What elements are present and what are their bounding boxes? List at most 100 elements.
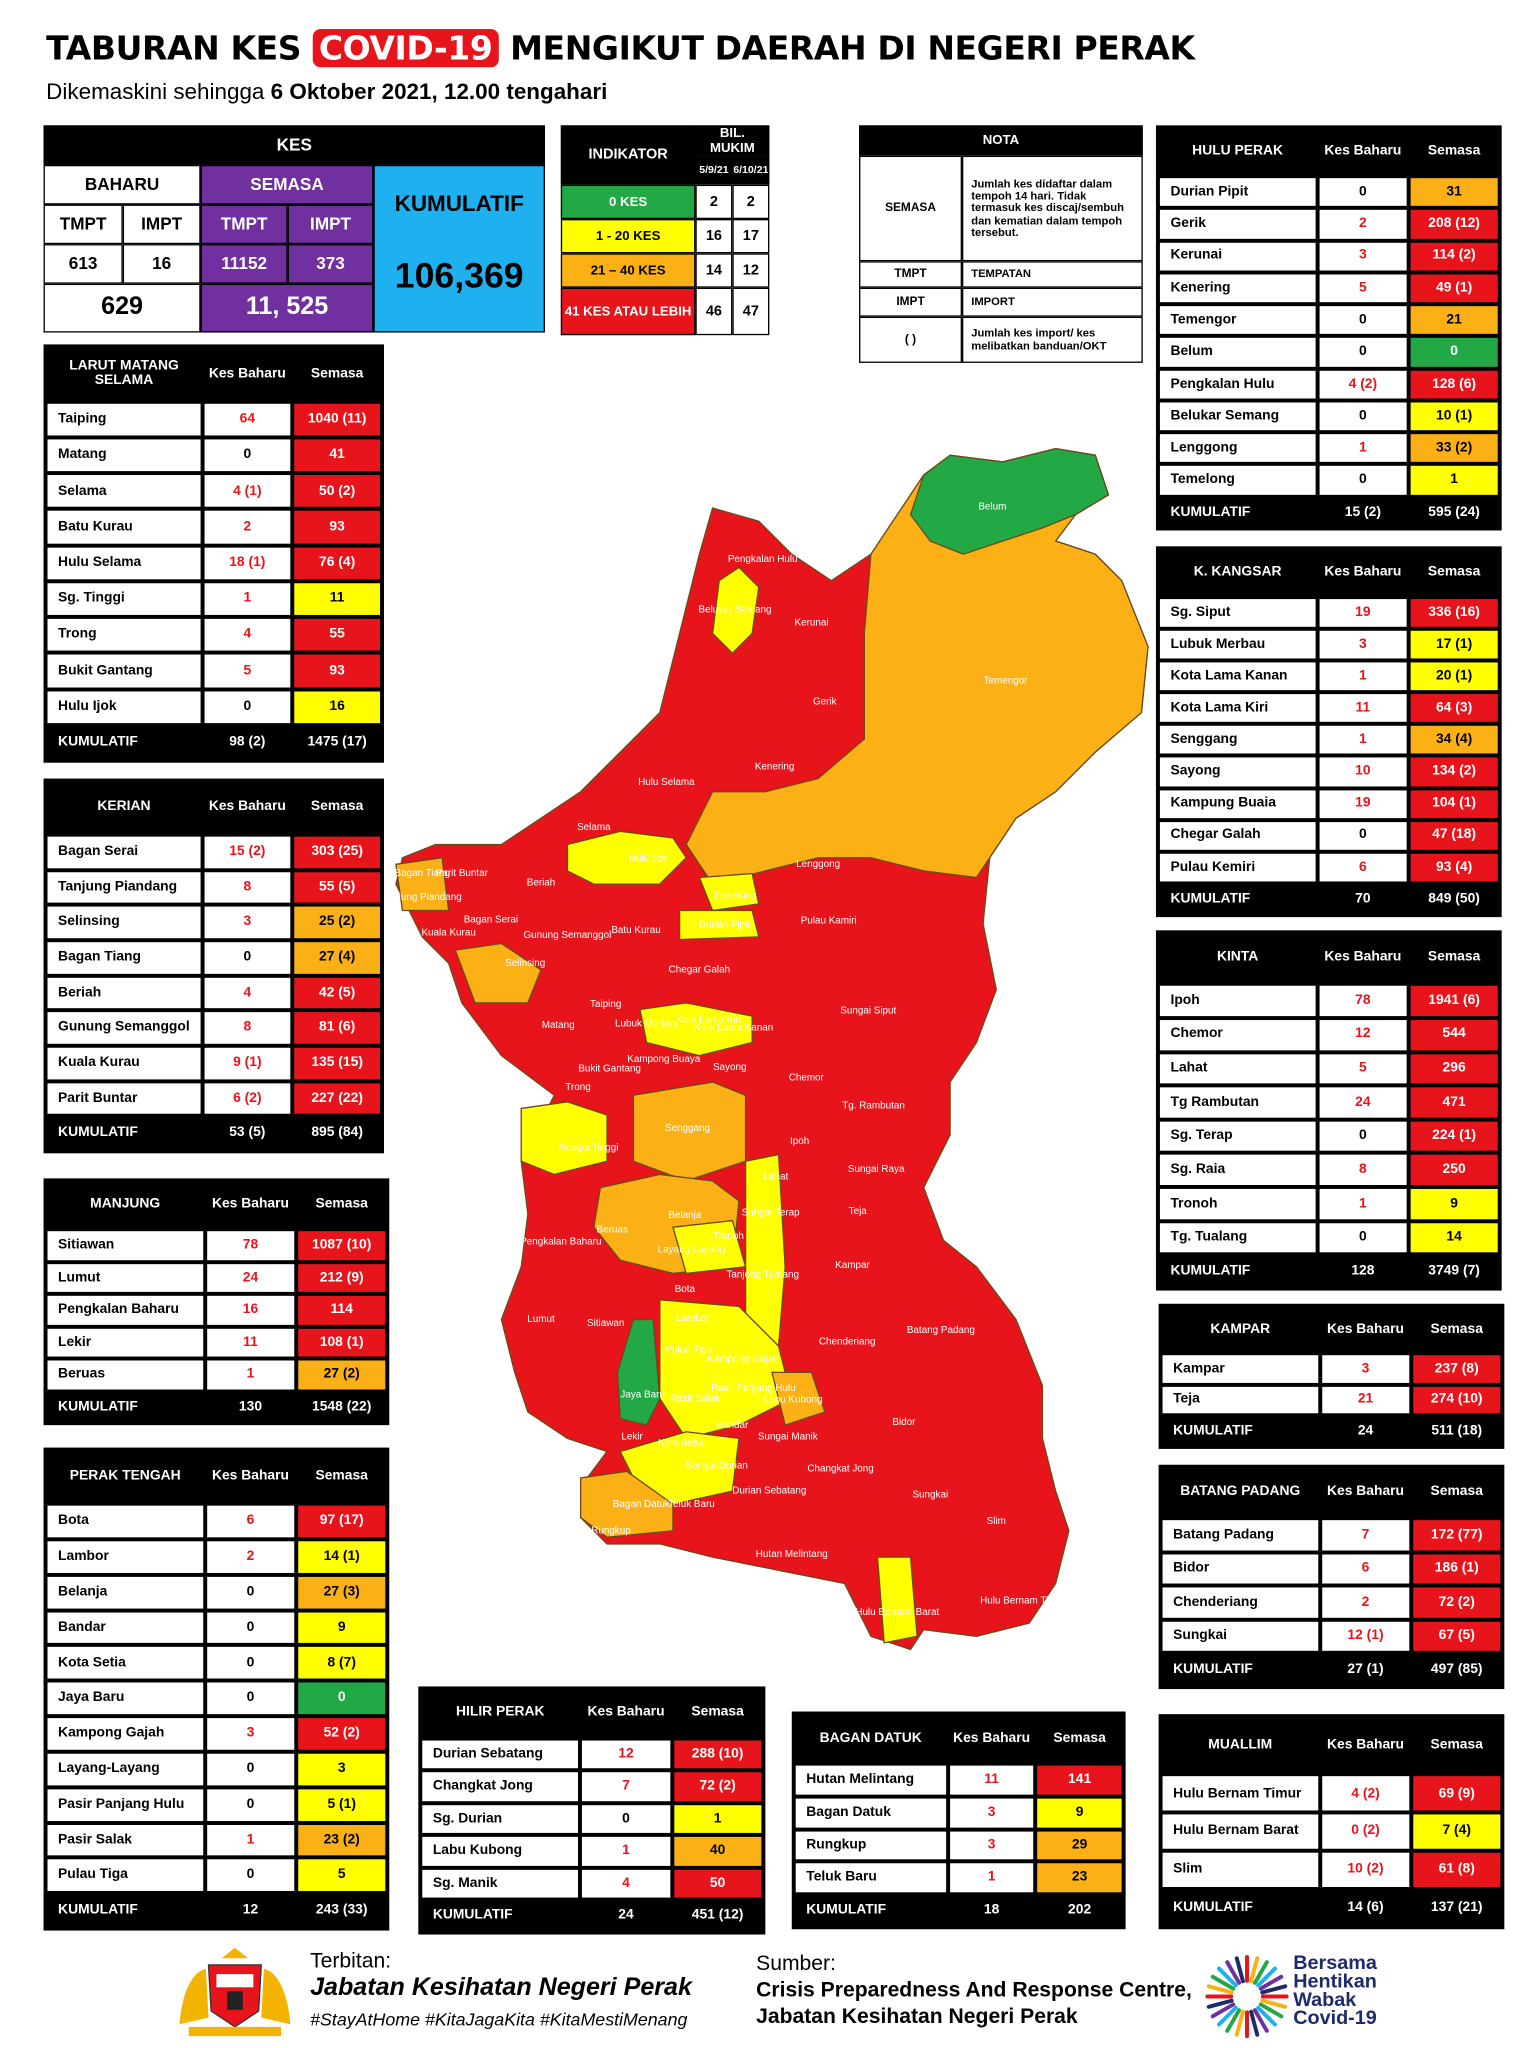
map-label: Teluk Baru (668, 1499, 715, 1510)
area-name: Pulau Kemiri (1159, 853, 1316, 882)
map-label: Tanjung Piandang (383, 892, 462, 903)
nota-header: NOTA (859, 125, 1143, 156)
area-name: Hulu Ijok (47, 690, 201, 723)
map-label: Kampong Gajah (707, 1354, 778, 1365)
active-cases: 227 (22) (294, 1082, 381, 1115)
footer-label: Terbitan: (310, 1950, 392, 1973)
new-cases: 1 (1319, 1189, 1407, 1219)
new-cases: 1 (1319, 434, 1407, 463)
map-label: Gerik (813, 697, 837, 708)
indicator-header: INDIKATOR (560, 125, 696, 185)
new-cases: 12 (1319, 1019, 1407, 1050)
district-title: LARUT MATANG SELAMA (47, 348, 201, 400)
area-name: Pengkalan Hulu (1159, 370, 1316, 399)
logo-ray (1258, 1974, 1284, 1991)
new-cases: 19 (1319, 789, 1407, 818)
logo-ray (1260, 1998, 1288, 2009)
map-label: Bidor (892, 1417, 916, 1428)
map-label: Durian Sebatang (732, 1486, 806, 1497)
new-cases: 0 (206, 1647, 295, 1679)
map-label: Hulu Bernam Barat (855, 1607, 939, 1618)
map-label: Pulau Tiga (665, 1345, 712, 1356)
active-cases: 1087 (10) (298, 1231, 386, 1260)
district-title: BATANG PADANG (1162, 1468, 1318, 1517)
district-table: MANJUNG Kes Baharu Semasa Sitiawan 78 1087 (1… (43, 1178, 390, 1426)
new-cases: 1 (1319, 662, 1407, 691)
district-table: KINTA Kes Baharu Semasa Ipoh 78 1941 (6) Chemo… (1155, 930, 1502, 1291)
kumulatif-value: 14 (6) (1321, 1891, 1410, 1926)
area-name: Tanjung Piandang (47, 871, 201, 903)
map-label: Kampar (835, 1260, 870, 1271)
column-header: Semasa (1037, 1715, 1122, 1762)
new-cases: 0 (204, 690, 291, 723)
map-label: Belukar Semang (699, 604, 772, 615)
area-name: Chegar Galah (1159, 821, 1316, 850)
active-cases: 114 (298, 1296, 386, 1325)
new-cases: 3 (949, 1830, 1034, 1860)
new-cases: 2 (1321, 1587, 1410, 1618)
new-cases: 64 (204, 403, 291, 436)
footer-source: Crisis Preparedness And Response Centre, (756, 1979, 1192, 2002)
area-name: Kenering (1159, 274, 1316, 303)
map-label: Jaya Baru (620, 1389, 664, 1400)
map-label: Kota Lama Kiri (676, 1015, 741, 1026)
column-header: Semasa (298, 1182, 386, 1228)
new-cases: 15 (2) (204, 836, 291, 868)
district-table: BAGAN DATUK Kes Baharu Semasa Hutan Melinta… (791, 1711, 1126, 1930)
new-cases: 0 (206, 1576, 295, 1609)
active-cases: 5 (1) (298, 1788, 386, 1821)
new-cases: 11 (949, 1765, 1034, 1795)
map-label: Kota Lama Kanan (694, 1023, 773, 1034)
area-name: Teja (1162, 1386, 1318, 1414)
new-cases: 0 (1319, 821, 1407, 850)
new-cases: 10 (1319, 757, 1407, 786)
new-cases: 10 (2) (1321, 1852, 1410, 1888)
area-name: Pasir Salak (47, 1824, 203, 1856)
active-cases: 34 (4) (1410, 726, 1498, 755)
map-label: Lumut (527, 1314, 555, 1325)
active-cases: 0 (298, 1682, 386, 1715)
area-name: Lambor (47, 1541, 203, 1573)
campaign-text: Bersama Hentikan Wabak Covid-19 (1293, 1951, 1377, 2028)
column-header: Kes Baharu (1319, 934, 1407, 983)
nota-text: TEMPATAN (961, 261, 1143, 288)
new-cases: 1 (204, 583, 291, 616)
area-name: Parit Buntar (47, 1082, 201, 1115)
active-cases: 69 (9) (1413, 1776, 1501, 1811)
district-table: HILIR PERAK Kes Baharu Semasa Durian Sebata… (418, 1686, 766, 1935)
logo-ray (1258, 2002, 1284, 2019)
district-table: KERIAN Kes Baharu Semasa Bagan Serai 15 (2) 3… (43, 778, 385, 1154)
area-name: Bandar (47, 1611, 203, 1644)
active-cases: 27 (4) (294, 942, 381, 974)
logo-word: Bersama (1293, 1951, 1377, 1975)
map-label: Chegar Galah (669, 965, 730, 976)
area-name: Kota Lama Kanan (1159, 662, 1316, 691)
indicator-level: 1 - 20 KES (560, 219, 696, 254)
coat-of-arms (179, 1947, 291, 2037)
active-cases: 1040 (11) (294, 403, 381, 436)
active-cases: 81 (6) (294, 1012, 381, 1044)
logo-ray (1252, 2008, 1269, 2033)
column-header: Kes Baharu (949, 1715, 1034, 1762)
active-cases: 97 (17) (298, 1505, 386, 1538)
new-cases: 7 (582, 1772, 670, 1801)
map-label: Taiping (590, 999, 621, 1010)
area-name: Slim (1162, 1852, 1318, 1888)
column-header: Kes Baharu (1321, 1718, 1410, 1773)
map-label: Kenering (755, 761, 795, 772)
title-highlight: COVID-19 (312, 29, 500, 68)
district-table: K. KANGSAR Kes Baharu Semasa Sg. Siput 19 336… (1155, 546, 1502, 918)
active-cases: 7 (4) (1413, 1814, 1501, 1850)
map-label: Pasir Salak (670, 1393, 720, 1404)
kumulatif-value: 70 (1319, 885, 1407, 914)
map-label: Bandar (716, 1420, 749, 1431)
new-cases: 0 (1319, 402, 1407, 431)
new-cases: 21 (1321, 1386, 1410, 1414)
area-name: Pengkalan Baharu (47, 1296, 203, 1325)
district-table: KAMPAR Kes Baharu Semasa Kampar 3 237 (8) Teja… (1158, 1303, 1505, 1449)
indicator-value: 2 (732, 184, 770, 220)
map-label: Lahat (764, 1172, 789, 1183)
campaign-logo (1205, 1954, 1289, 2039)
active-cases: 33 (2) (1410, 434, 1498, 463)
active-cases: 64 (3) (1410, 694, 1498, 723)
